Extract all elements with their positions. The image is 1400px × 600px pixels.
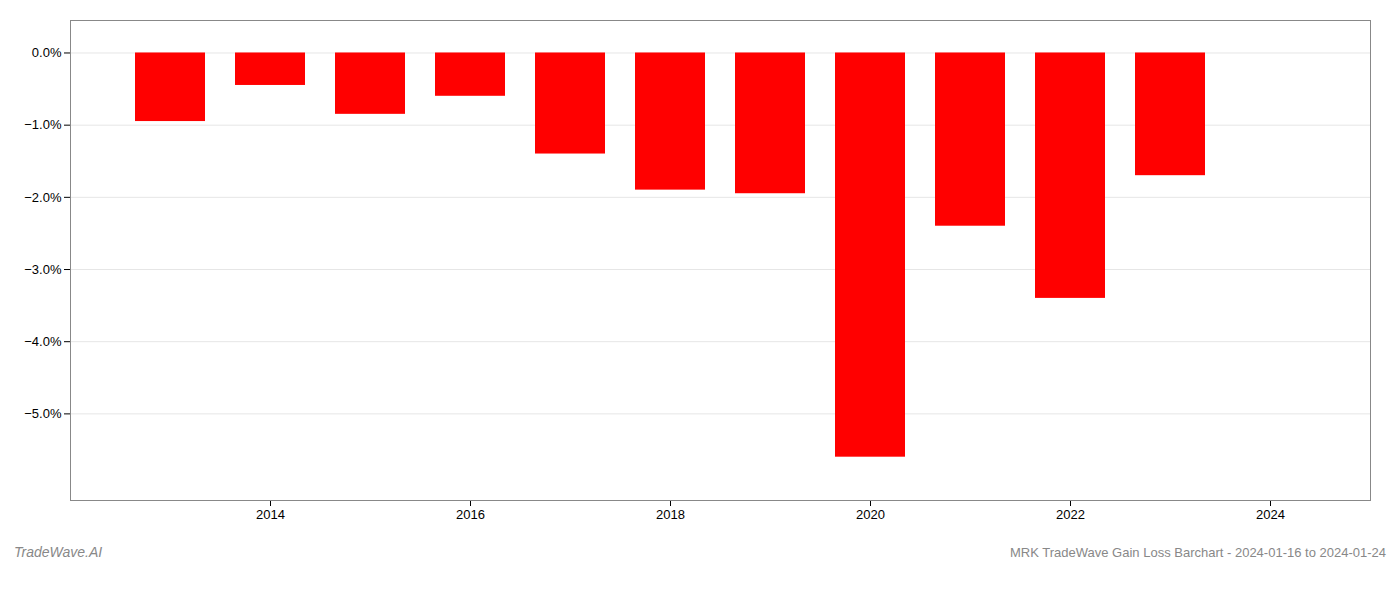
svg-text:−2.0%: −2.0% bbox=[24, 190, 62, 205]
html-text:TradeWave.AI: TradeWave.AI bbox=[14, 544, 103, 560]
svg-text:2022: 2022 bbox=[1056, 507, 1085, 522]
svg-text:2014: 2014 bbox=[256, 507, 285, 522]
svg-text:2024: 2024 bbox=[1256, 507, 1285, 522]
svg-text:2020: 2020 bbox=[856, 507, 885, 522]
html-text:MRK TradeWave Gain Loss Barcha: MRK TradeWave Gain Loss Barchart - 2024-… bbox=[1010, 545, 1386, 560]
svg-text:2016: 2016 bbox=[456, 507, 485, 522]
svg-text:−5.0%: −5.0% bbox=[24, 406, 62, 421]
svg-text:−1.0%: −1.0% bbox=[24, 117, 62, 132]
svg-text:2018: 2018 bbox=[656, 507, 685, 522]
svg-text:−4.0%: −4.0% bbox=[24, 334, 62, 349]
svg-text:0.0%: 0.0% bbox=[32, 45, 62, 60]
svg-text:−3.0%: −3.0% bbox=[24, 262, 62, 277]
